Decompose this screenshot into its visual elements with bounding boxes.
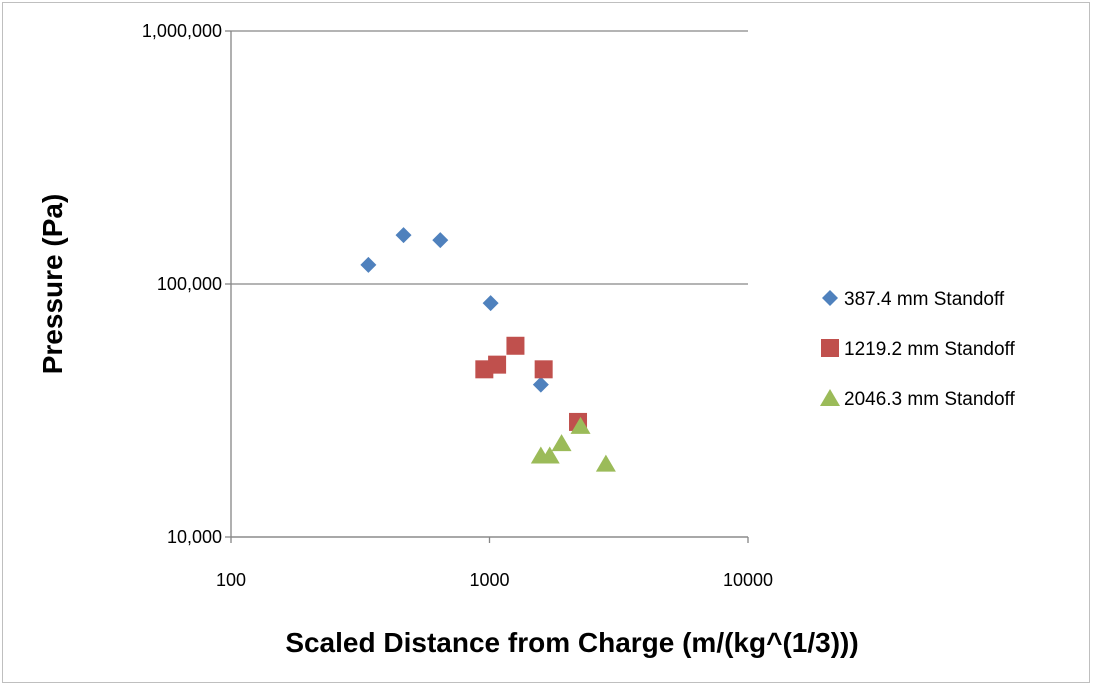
data-point-series-1 — [432, 232, 449, 249]
legend-label-series-3: 2046.3 mm Standoff — [844, 389, 1015, 410]
data-point-series-2 — [488, 355, 507, 374]
data-point-series-1 — [360, 256, 377, 273]
legend-label-series-2: 1219.2 mm Standoff — [844, 339, 1015, 360]
data-point-series-3 — [539, 446, 560, 464]
data-point-series-1 — [532, 376, 549, 393]
x-tick-label: 1000 — [469, 570, 509, 590]
y-tick-label: 100,000 — [157, 274, 222, 294]
x-tick-label: 100 — [216, 570, 246, 590]
legend-label-series-1: 387.4 mm Standoff — [844, 289, 1005, 310]
axis-layer: 10,000 100,000 1,000,000 100 1000 10000 — [142, 21, 773, 590]
y-axis-title: Pressure (Pa) — [37, 194, 68, 375]
data-point-series-3 — [595, 454, 616, 472]
y-tick-label: 1,000,000 — [142, 21, 222, 41]
data-point-series-2 — [506, 336, 525, 355]
x-tick-label: 10000 — [723, 570, 773, 590]
legend-marker-series-3 — [820, 389, 840, 406]
legend-marker-series-1 — [822, 290, 838, 306]
data-point-series-1 — [395, 227, 412, 244]
grid-layer — [231, 30, 748, 538]
points-layer — [360, 227, 616, 472]
legend-marker-series-2 — [821, 339, 839, 357]
legend: 387.4 mm Standoff 1219.2 mm Standoff 2046.… — [820, 289, 1015, 410]
x-axis-title: Scaled Distance from Charge (m/(kg^(1/3)… — [285, 627, 858, 658]
data-point-series-1 — [482, 295, 499, 312]
y-tick-label: 10,000 — [167, 527, 222, 547]
data-point-series-3 — [551, 434, 572, 452]
data-point-series-3 — [570, 416, 591, 434]
data-point-series-2 — [534, 360, 553, 379]
